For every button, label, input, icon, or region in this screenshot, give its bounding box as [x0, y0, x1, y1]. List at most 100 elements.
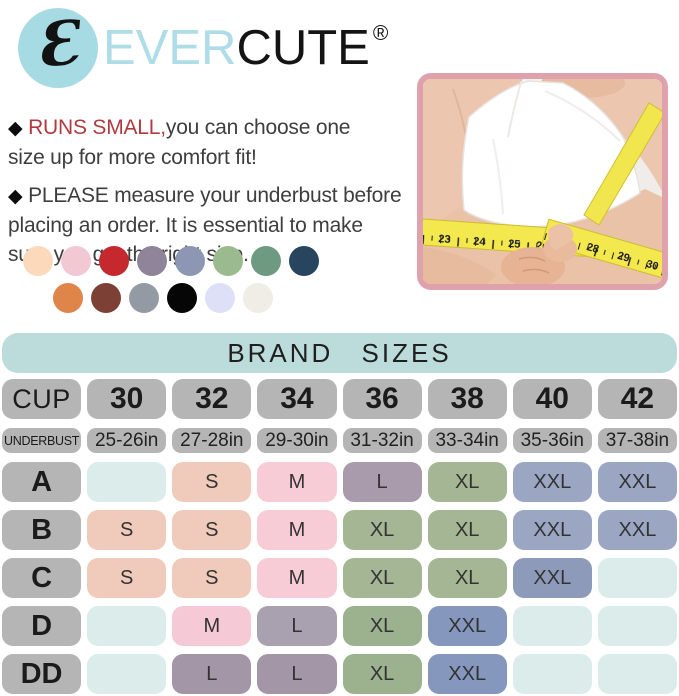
brand-size-table: BRAND SIZES CUP 30 32 34 36 38 40 42 UNDERBUST 2… — [2, 333, 677, 694]
size-cell-DD-30 — [87, 654, 167, 694]
cup-label-D: D — [2, 606, 82, 646]
size-cell-D-40 — [512, 606, 592, 646]
cup-size-row-DD: DD L L XL XXL — [2, 654, 677, 694]
size-cell-C-34: M — [257, 558, 337, 598]
cup-size-row-C: C S S M XL XL XXL — [2, 558, 677, 598]
hands — [501, 223, 577, 284]
color-swatch-lavender — [205, 283, 235, 313]
logo-epsilon-icon: Ɛ — [32, 7, 84, 83]
size-cell-C-38: XL — [427, 558, 507, 598]
color-swatch-peach — [23, 246, 53, 276]
cup-size-row-D: D M L XL XXL — [2, 606, 677, 646]
size-cell-D-38: XXL — [427, 606, 507, 646]
table-body: A S M L XL XXL XXL B S S M XL XL XXL XXL C S S M XL XL XXL D M L… — [2, 462, 677, 694]
band-size-header-42: 42 — [597, 379, 677, 419]
cup-label-B: B — [2, 510, 82, 550]
size-cell-DD-34: L — [257, 654, 337, 694]
note-text: you can choose one size up for more comf… — [8, 116, 351, 169]
color-swatch-slate-blue — [175, 246, 205, 276]
color-swatch-orange — [53, 283, 83, 313]
color-swatch-row-1 — [23, 246, 319, 276]
cup-label-DD: DD — [2, 654, 82, 694]
underbust-range-40: 35-36in — [512, 428, 592, 453]
tape-number: 23 — [438, 233, 451, 246]
size-cell-A-36: L — [342, 462, 422, 502]
band-size-header-40: 40 — [512, 379, 592, 419]
note-lead: PLEASE — [28, 184, 109, 207]
underbust-row: UNDERBUST 25-26in 27-28in 29-30in 31-32in 33-… — [2, 428, 677, 453]
tape-number: 28 — [585, 241, 600, 256]
color-swatch-row-2 — [53, 283, 273, 313]
underbust-range-34: 29-30in — [257, 428, 337, 453]
size-cell-D-34: L — [257, 606, 337, 646]
size-cell-D-42 — [597, 606, 677, 646]
size-cell-D-30 — [87, 606, 167, 646]
color-swatch-red — [99, 246, 129, 276]
cup-size-row-B: B S S M XL XL XXL XXL — [2, 510, 677, 550]
cup-label-A: A — [2, 462, 82, 502]
diamond-bullet-icon: ◆ — [8, 118, 23, 139]
band-size-header-38: 38 — [427, 379, 507, 419]
size-cell-C-40: XXL — [512, 558, 592, 598]
underbust-range-32: 27-28in — [172, 428, 252, 453]
size-cell-DD-36: XL — [342, 654, 422, 694]
size-cell-A-30 — [87, 462, 167, 502]
color-swatch-gray — [129, 283, 159, 313]
size-cell-B-36: XL — [342, 510, 422, 550]
band-size-header-30: 30 — [87, 379, 167, 419]
color-swatch-black — [167, 283, 197, 313]
band-size-header-32: 32 — [172, 379, 252, 419]
tape-number: 29 — [616, 250, 631, 265]
size-cell-DD-32: L — [172, 654, 252, 694]
color-swatch-ivory — [243, 283, 273, 313]
size-cell-B-38: XL — [427, 510, 507, 550]
size-cell-B-34: M — [257, 510, 337, 550]
cup-row: CUP 30 32 34 36 38 40 42 — [2, 379, 677, 419]
color-swatch-navy — [289, 246, 319, 276]
underbust-range-38: 33-34in — [427, 428, 507, 453]
size-cell-C-36: XL — [342, 558, 422, 598]
color-swatch-brown — [91, 283, 121, 313]
registered-mark: ® — [372, 22, 389, 45]
note-lead: RUNS SMALL, — [28, 116, 166, 139]
note-runs-small: ◆ RUNS SMALL,you can choose one size up … — [8, 113, 426, 172]
size-cell-B-40: XXL — [512, 510, 592, 550]
cup-size-row-A: A S M L XL XXL XXL — [2, 462, 677, 502]
diamond-bullet-icon: ◆ — [8, 186, 23, 207]
size-cell-DD-40 — [512, 654, 592, 694]
underbust-header: UNDERBUST — [2, 428, 82, 453]
size-cell-A-32: S — [172, 462, 252, 502]
band-size-header-36: 36 — [342, 379, 422, 419]
underbust-range-30: 25-26in — [87, 428, 167, 453]
band-size-header-34: 34 — [257, 379, 337, 419]
table-title: BRAND SIZES — [227, 337, 452, 368]
tape-number: 24 — [473, 236, 487, 249]
tape-number: 30 — [645, 258, 660, 273]
size-cell-B-32: S — [172, 510, 252, 550]
measurement-photo-illustration: 23 24 25 26 27 28 29 30 — [423, 79, 662, 284]
size-cell-C-30: S — [87, 558, 167, 598]
cup-label-C: C — [2, 558, 82, 598]
size-cell-D-36: XL — [342, 606, 422, 646]
measurement-photo: 23 24 25 26 27 28 29 30 — [417, 73, 668, 290]
brand-name-light: EVER — [103, 21, 237, 75]
size-cell-A-38: XL — [427, 462, 507, 502]
color-swatch-mauve — [137, 246, 167, 276]
brand-name: EVERCUTE ® — [103, 21, 389, 84]
size-cell-A-42: XXL — [597, 462, 677, 502]
size-cell-C-32: S — [172, 558, 252, 598]
color-swatch-green — [251, 246, 281, 276]
size-cell-A-40: XXL — [512, 462, 592, 502]
size-cell-C-42 — [597, 558, 677, 598]
underbust-range-36: 31-32in — [342, 428, 422, 453]
brand-logo: Ɛ — [18, 8, 98, 88]
brand-name-dark: CUTE — [236, 21, 370, 75]
color-swatch-pink — [61, 246, 91, 276]
size-cell-A-34: M — [257, 462, 337, 502]
table-title-banner: BRAND SIZES — [2, 333, 677, 373]
tape-number: 25 — [508, 238, 521, 251]
size-cell-DD-38: XXL — [427, 654, 507, 694]
size-cell-DD-42 — [597, 654, 677, 694]
color-swatch-sage — [213, 246, 243, 276]
